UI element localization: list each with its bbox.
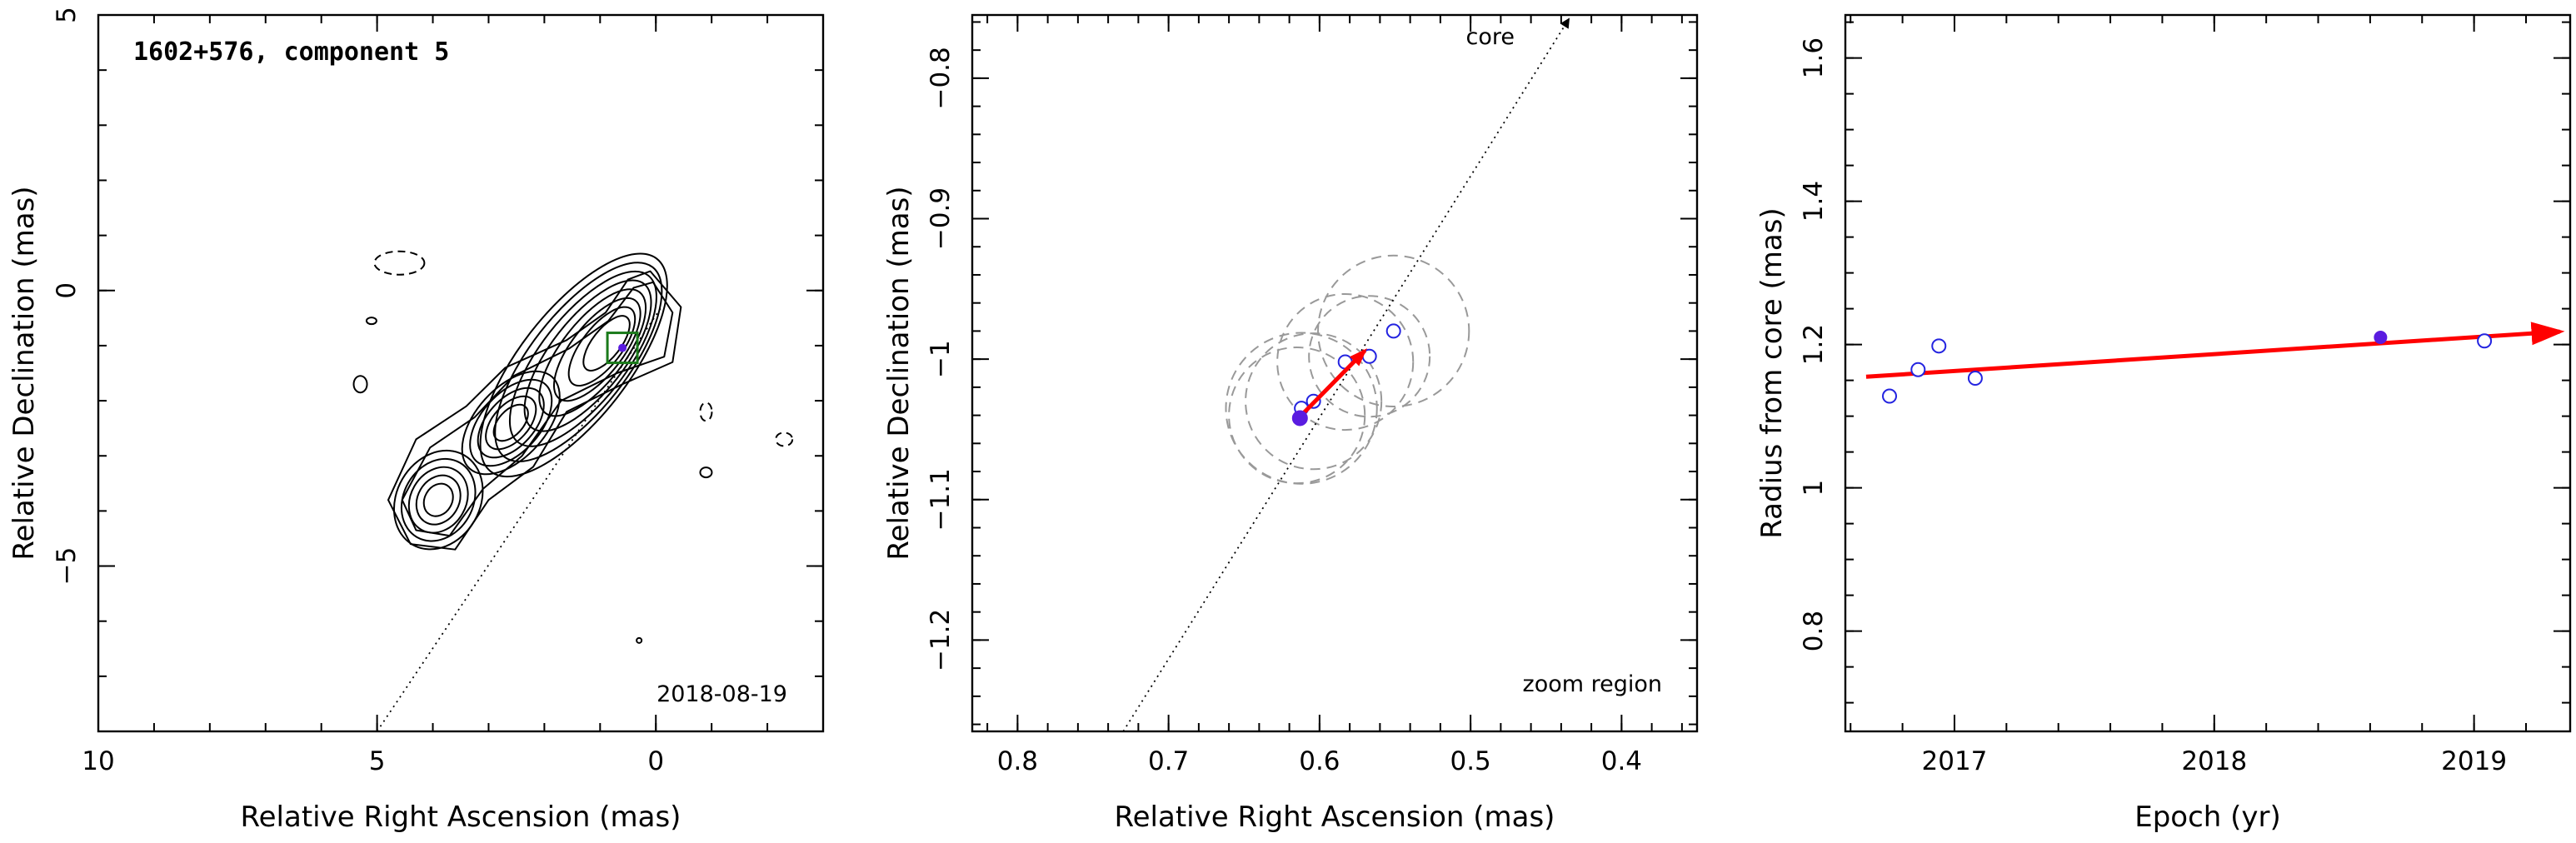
plot-overlays bbox=[376, 307, 662, 732]
contour-line bbox=[494, 262, 663, 462]
x-tick-label: 10 bbox=[82, 746, 114, 776]
plot-frame bbox=[971, 13, 1699, 733]
contour-line bbox=[492, 403, 529, 442]
y-axis-label: Relative Declination (mas) bbox=[7, 186, 41, 560]
contour-line bbox=[407, 466, 469, 534]
data-point bbox=[1385, 323, 1401, 339]
zoom-panel: 0.8 0.7 0.6 0.5 0.4 −0.8 −0.9 −1 −1.1 −1.2 core z… bbox=[882, 13, 1699, 834]
y-tick-label: −1 bbox=[926, 340, 956, 378]
direction-line bbox=[376, 307, 662, 732]
tick-labels: 2017 2018 2019 0.8 1 1.2 1.4 1.6 bbox=[1799, 37, 2507, 776]
contour-map bbox=[352, 250, 794, 644]
plot-frame bbox=[1844, 13, 2572, 733]
y-tick-label: 1.4 bbox=[1799, 181, 1829, 222]
y-tick-label: −1.2 bbox=[926, 609, 956, 671]
x-tick-label: 0.6 bbox=[1299, 746, 1340, 776]
negative-contour bbox=[699, 402, 713, 422]
core-annotation: core bbox=[1466, 24, 1515, 50]
x-tick-label: 0 bbox=[647, 746, 664, 776]
contour-line bbox=[485, 395, 537, 451]
contour-line bbox=[365, 317, 377, 326]
x-tick-label: 2017 bbox=[1922, 746, 1988, 776]
beam-circles bbox=[1225, 254, 1470, 485]
component-point bbox=[618, 343, 627, 352]
contour-line bbox=[523, 279, 652, 432]
tick-labels: 0.8 0.7 0.6 0.5 0.4 −0.8 −0.9 −1 −1.1 −1.2 bbox=[926, 47, 1642, 776]
contour-line bbox=[415, 474, 462, 526]
y-tick-label: −0.8 bbox=[926, 47, 956, 109]
y-tick-label: 1 bbox=[1799, 480, 1829, 496]
epoch-label: 2018-08-19 bbox=[656, 681, 787, 707]
contour-line bbox=[582, 315, 631, 372]
y-tick-label: 0.8 bbox=[1799, 611, 1829, 651]
reference-epoch-point bbox=[2374, 331, 2388, 344]
contour-line bbox=[392, 449, 484, 551]
y-tick-label: −0.9 bbox=[926, 187, 956, 250]
negative-contour bbox=[775, 431, 794, 447]
contour-line bbox=[401, 281, 674, 537]
y-axis-label: Relative Declination (mas) bbox=[882, 186, 916, 560]
zoom-region-annotation: zoom region bbox=[1523, 671, 1662, 697]
x-axis-label: Epoch (yr) bbox=[2134, 801, 2281, 834]
contour-line bbox=[387, 270, 682, 551]
x-tick-label: 2018 bbox=[2181, 746, 2247, 776]
contour-line bbox=[422, 482, 454, 517]
beam-circle bbox=[1317, 254, 1470, 408]
contour-panel: 10 5 0 5 0 −5 1602+576, component 5 2018-08-1… bbox=[7, 7, 825, 834]
y-tick-label: −5 bbox=[52, 547, 82, 586]
beam-circle bbox=[1245, 332, 1383, 471]
x-tick-label: 0.7 bbox=[1148, 746, 1189, 776]
velocity-vector bbox=[1298, 348, 1368, 419]
contour-line bbox=[469, 378, 553, 467]
contour-line bbox=[461, 370, 561, 476]
x-tick-label: 2019 bbox=[2441, 746, 2507, 776]
x-tick-label: 0.5 bbox=[1450, 746, 1490, 776]
data-point bbox=[1882, 388, 1898, 404]
data-point bbox=[1967, 371, 1983, 387]
y-tick-label: −1.1 bbox=[926, 468, 956, 531]
component-marker-box bbox=[606, 332, 639, 365]
x-axis-label: Relative Right Ascension (mas) bbox=[1115, 801, 1555, 834]
fit-line bbox=[1865, 322, 2565, 379]
x-tick-label: 5 bbox=[369, 746, 386, 776]
data-point bbox=[1910, 362, 1926, 377]
data-point bbox=[2477, 333, 2493, 349]
contour-line bbox=[508, 270, 657, 447]
contour-line bbox=[636, 636, 643, 644]
contour-line bbox=[477, 387, 545, 459]
y-tick-label: 5 bbox=[52, 7, 82, 23]
beam-circle bbox=[1276, 292, 1415, 431]
contour-line bbox=[479, 252, 668, 478]
tick-marks bbox=[97, 14, 824, 732]
tick-marks bbox=[972, 15, 1697, 731]
x-tick-label: 0.4 bbox=[1601, 746, 1642, 776]
chart-title: 1602+576, component 5 bbox=[133, 37, 449, 67]
beam-circle bbox=[1228, 347, 1366, 485]
core-direction-line bbox=[1122, 17, 1570, 732]
contour-line bbox=[352, 375, 368, 394]
plot-overlays bbox=[1122, 17, 1570, 732]
beam-circle bbox=[1308, 295, 1431, 418]
contour-line bbox=[400, 457, 477, 542]
y-axis-label: Radius from core (mas) bbox=[1755, 207, 1789, 538]
y-tick-label: 0 bbox=[52, 282, 82, 299]
y-tick-label: 1.2 bbox=[1799, 324, 1829, 365]
tick-labels: 10 5 0 5 0 −5 bbox=[52, 7, 664, 776]
contour-line bbox=[699, 466, 713, 479]
negative-contour bbox=[373, 250, 426, 276]
contour-line bbox=[567, 306, 637, 387]
reference-epoch-point bbox=[1291, 410, 1308, 426]
tick-marks bbox=[1845, 15, 2570, 731]
plot-frame bbox=[97, 13, 825, 733]
x-tick-label: 0.8 bbox=[997, 746, 1038, 776]
y-tick-label: 1.6 bbox=[1799, 37, 1829, 78]
plot-overlays bbox=[1865, 322, 2565, 404]
x-axis-label: Relative Right Ascension (mas) bbox=[241, 801, 681, 834]
radius-epoch-panel: 2017 2018 2019 0.8 1 1.2 1.4 1.6 Epoch (yr) Rad… bbox=[1755, 13, 2572, 834]
data-point bbox=[1931, 338, 1947, 354]
